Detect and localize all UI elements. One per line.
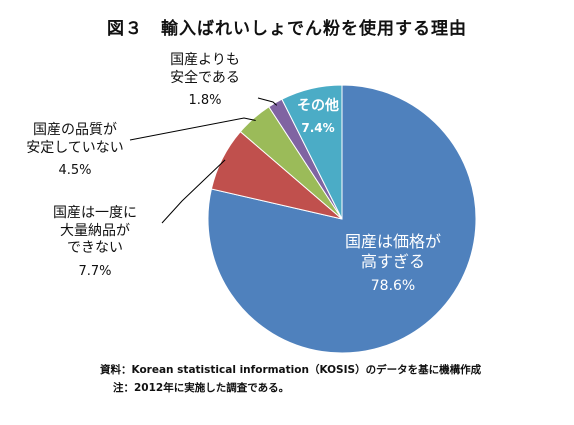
leader-line-quality-unstable [129,117,256,141]
label-safer-than-domestic: 国産よりも 安全である 1.8% [150,52,260,109]
leader-line-safer-than-domestic [257,97,278,106]
value-label-price-too-high: 78.6% [370,278,416,294]
label-price-too-high: 国産は価格が 高すぎる 78.6% [318,232,468,296]
value-label-quality-unstable: 4.5% [58,163,92,178]
value-label-cannot-deliver-large-volume: 7.7% [78,263,112,279]
leader-line-cannot-deliver-large-volume [161,159,226,224]
chart-title: 図３ 輸入ばれいしょでん粉を使用する理由 [107,19,467,39]
value-label-safer-than-domestic: 1.8% [188,93,222,108]
footnote-note: 注：2012年に実施した調査である。 [113,382,290,394]
label-other: その他 7.4% [288,98,348,136]
slice-other [281,84,343,220]
value-label-other: 7.4% [301,120,335,135]
label-quality-unstable: 国産の品質が 安定していない 4.5% [10,122,140,179]
footnote-source: 資料：Korean statistical information（KOSIS）… [100,364,482,376]
label-cannot-deliver-large-volume: 国産は一度に 大量納品が できない 7.7% [25,205,165,280]
